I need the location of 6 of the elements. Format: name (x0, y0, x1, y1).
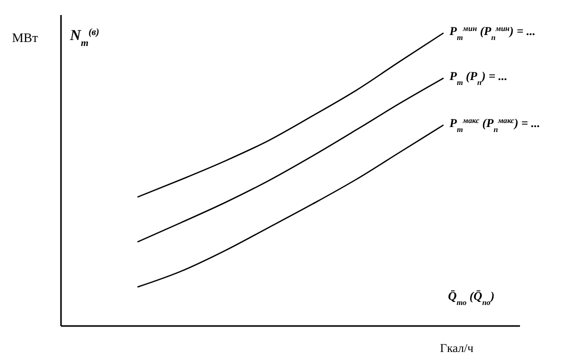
series-label: P$_{т}$$^{мин}$ (P$_{п}$$^{мин}$) = ... (450, 24, 536, 42)
annotation: Q̄$_{то}$ (Q̄$_{по}$) (448, 289, 494, 306)
text: МВт (12, 30, 38, 45)
series-label: P$_{т}$$^{макс}$ (P$_{п}$$^{макс}$) = ... (450, 116, 540, 134)
series-label: P$_{т}$ (P$_{п}$) = ... (450, 69, 508, 87)
x-axis-title: Гкал/ч (440, 341, 474, 355)
